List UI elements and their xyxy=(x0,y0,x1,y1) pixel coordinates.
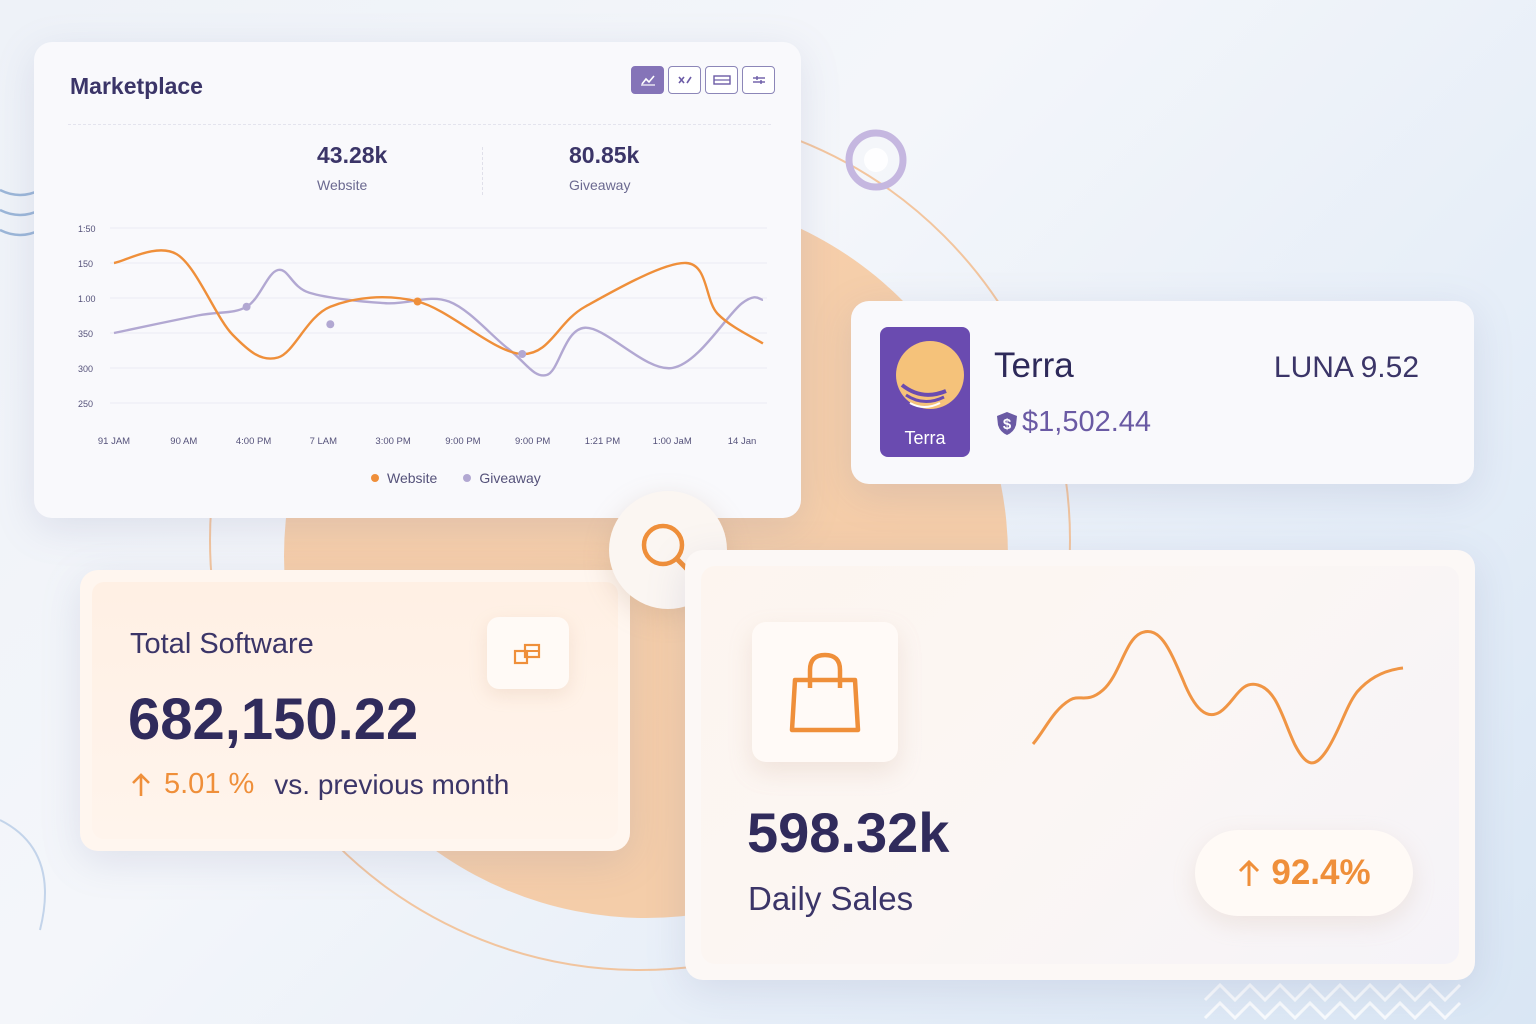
y-tick-label: 150 xyxy=(78,259,93,269)
point-marker xyxy=(518,350,527,358)
legend-giveaway[interactable]: Giveaway xyxy=(463,470,541,486)
y-tick-label: 250 xyxy=(78,399,93,409)
total-software-change: 5.01 % xyxy=(164,768,255,800)
terra-logo-text: Terra xyxy=(904,428,946,448)
x-tick-label: 91 JAM xyxy=(98,436,130,447)
point-marker xyxy=(326,320,335,329)
compare-button[interactable] xyxy=(668,66,701,94)
arrow-up-icon xyxy=(132,772,150,796)
x-tick-label: 1:21 PM xyxy=(585,436,620,447)
x-tick-label: 90 AM xyxy=(170,436,197,447)
terra-ticker: LUNA 9.52 xyxy=(1273,351,1419,384)
point-marker xyxy=(242,302,251,311)
terra-planet-icon xyxy=(896,341,964,409)
terra-price: $1,502.44 xyxy=(1022,406,1152,438)
marketplace-title: Marketplace xyxy=(70,73,203,99)
daily-sales-card[interactable]: 598.32k Daily Sales 92.4% xyxy=(685,550,1475,980)
total-software-change-row: 5.01 % vs. previous month xyxy=(130,768,509,801)
daily-sales-sparkline xyxy=(1031,630,1404,765)
filter-icon xyxy=(752,76,765,84)
total-software-value: 682,150.22 xyxy=(128,687,419,752)
daily-sales-label: Daily Sales xyxy=(748,880,914,917)
daily-sales-change: 92.4% xyxy=(1271,853,1371,892)
terra-price-row: $ $1,502.44 xyxy=(994,406,1151,439)
shopping-bag-icon xyxy=(789,652,861,733)
box-stack-button[interactable] xyxy=(487,617,569,689)
x-tick-label: 4:00 PM xyxy=(236,436,271,447)
chart-toolbar xyxy=(631,66,775,94)
stat-giveaway: 80.85k Giveaway xyxy=(569,142,639,193)
daily-sales-line xyxy=(1031,630,1404,765)
y-tick-label: 350 xyxy=(78,329,93,339)
terra-card[interactable]: Terra Terra LUNA 9.52 $ $1,502.44 xyxy=(851,301,1474,484)
legend-giveaway-swatch xyxy=(463,474,472,482)
shopping-bag-button[interactable] xyxy=(752,622,898,762)
ring-icon xyxy=(845,129,907,191)
arrow-up-icon xyxy=(1239,859,1260,886)
terra-name: Terra xyxy=(994,346,1074,385)
point-marker xyxy=(413,297,422,306)
stat-website-value: 43.28k xyxy=(317,142,388,168)
daily-sales-value: 598.32k xyxy=(747,801,950,864)
total-software-title: Total Software xyxy=(130,628,314,660)
table-icon xyxy=(712,75,731,85)
x-tick-label: 9:00 PM xyxy=(445,436,480,447)
stat-website: 43.28k Website xyxy=(317,142,387,193)
filter-button[interactable] xyxy=(742,66,775,94)
stat-website-label: Website xyxy=(317,177,368,193)
x-tick-label: 7 LAM xyxy=(310,436,338,447)
y-tick-label: 1.00 xyxy=(78,294,96,304)
series-line-giveaway xyxy=(113,268,764,377)
legend-website[interactable]: Website xyxy=(371,470,437,486)
x-tick-label: 1:00 JaM xyxy=(653,436,692,447)
legend-giveaway-label: Giveaway xyxy=(479,470,541,486)
stat-giveaway-label: Giveaway xyxy=(569,177,631,193)
svg-text:$: $ xyxy=(1003,416,1012,433)
legend-website-swatch xyxy=(371,474,379,482)
total-software-card[interactable]: Total Software 682,150.22 5.01 % vs. pre… xyxy=(80,570,630,851)
terra-logo: Terra xyxy=(880,327,970,457)
stat-divider xyxy=(482,147,483,195)
compare-icon xyxy=(677,76,692,84)
x-tick-label: 14 Jan xyxy=(728,436,757,447)
chart-view-icon xyxy=(640,75,655,86)
y-tick-label: 1:50 xyxy=(78,224,96,234)
total-software-compare: vs. previous month xyxy=(274,768,510,800)
chart-legend: Website Giveaway xyxy=(371,470,541,486)
chart-view-button[interactable] xyxy=(631,66,664,94)
header-divider xyxy=(68,124,771,125)
stat-giveaway-value: 80.85k xyxy=(569,142,640,168)
x-tick-label: 9:00 PM xyxy=(515,436,550,447)
daily-sales-change-badge: 92.4% xyxy=(1195,830,1413,916)
series-line-website xyxy=(113,249,764,360)
y-tick-label: 300 xyxy=(78,364,93,374)
marketplace-line-chart[interactable]: 1:50 150 1.00 350 300 250 91 JAM 90 AM 4:00 PM 7 … xyxy=(34,42,801,518)
box-stack-icon xyxy=(513,643,541,665)
marketplace-card: Marketplace 43.28k Website 80.85k Giveaw… xyxy=(34,42,801,518)
x-tick-label: 3:00 PM xyxy=(375,436,410,447)
table-view-button[interactable] xyxy=(705,66,738,94)
dollar-shield-icon: $ xyxy=(997,411,1017,435)
legend-website-label: Website xyxy=(387,470,438,486)
